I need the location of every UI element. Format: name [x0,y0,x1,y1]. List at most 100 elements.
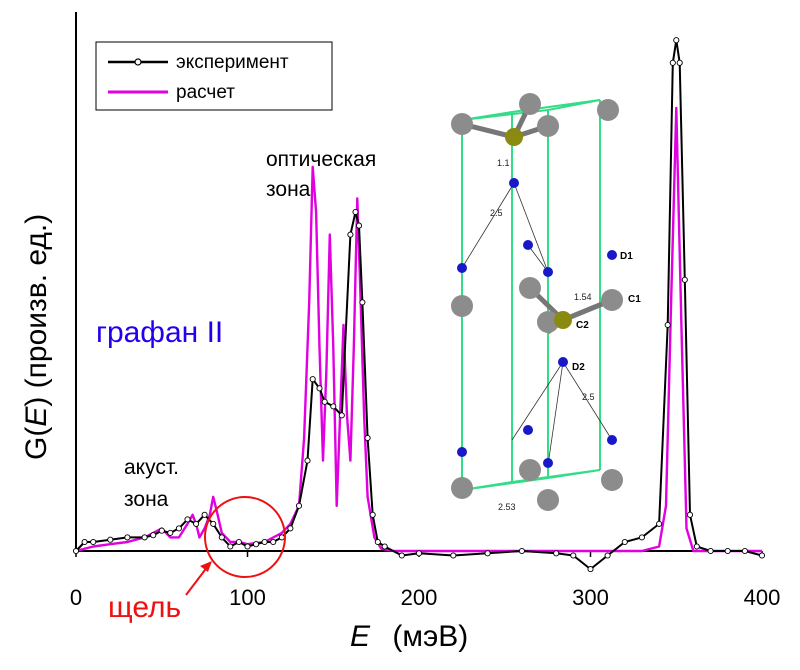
data-point-experiment [707,547,714,555]
data-point-experiment [90,538,97,546]
data-point-experiment [686,511,694,518]
annotation-acoustic-zone-line2: зона [124,488,169,511]
data-point-experiment [664,321,671,329]
data-point-experiment [150,532,157,539]
annotation-gap: щель [108,591,181,624]
crystal-structure-inset: D1 C1 C2 D2 1.1 2.5 1.54 2.5 2.53 [451,93,641,512]
data-point-experiment [81,538,88,546]
data-point-experiment [309,376,316,383]
data-point-experiment [124,534,131,541]
annotation-graphane: графан II [96,316,223,349]
data-point-experiment [681,276,688,283]
data-point-experiment [193,520,200,527]
data-point-experiment [244,543,251,550]
data-point-experiment [484,550,491,557]
data-point-experiment [374,538,381,546]
x-axis-label-unit: (мэВ) [392,620,468,653]
data-point-experiment [295,502,303,509]
distance-label-3: 1.54 [574,292,592,302]
bond-lines [461,182,613,466]
data-point-experiment [673,37,680,44]
legend-marker-experiment [134,58,142,66]
x-tick-label: 100 [229,585,266,610]
gap-arrow [185,565,209,596]
atom-label-c2: C2 [576,320,589,331]
data-point-experiment [270,538,277,546]
distance-label-1: 1.1 [497,158,510,168]
data-point-experiment [253,541,260,548]
data-point-experiment [218,534,225,541]
distance-label-4: 2.5 [582,392,595,402]
data-point-experiment [330,403,337,410]
atom-label-d2: D2 [572,362,585,373]
data-point-experiment [210,520,217,527]
deuterium-atoms [457,178,617,468]
y-axis-label-suffix: ) (произв. ед.) [20,214,53,407]
data-point-experiment [450,552,457,559]
series-layer [72,37,766,573]
data-point-experiment [518,547,525,555]
series-line-experiment [75,39,763,571]
legend-box [95,41,333,111]
data-point-experiment [587,566,594,573]
data-point-experiment [758,552,766,559]
data-point-experiment [227,543,234,550]
y-axis-label-prefix: G( [20,427,53,460]
data-point-experiment [72,547,80,555]
data-point-experiment [235,538,242,546]
x-tick-label: 200 [401,585,438,610]
data-point-experiment [201,511,208,518]
data-point-experiment [724,547,731,555]
data-point-experiment [381,543,388,550]
data-point-experiment [316,385,323,392]
data-point-experiment [693,543,700,550]
distance-label-2: 2.5 [490,208,503,218]
data-point-experiment [278,534,285,541]
data-point-experiment [676,59,683,66]
carbon-atoms [451,93,623,511]
data-point-experiment [107,536,114,543]
data-point-experiment [621,538,628,546]
x-tick-label: 300 [572,585,609,610]
distance-label-5: 2.53 [498,502,516,512]
data-point-experiment [355,222,363,229]
data-point-experiment [184,516,191,523]
data-point-experiment [141,534,148,541]
data-point-experiment [369,511,376,518]
annotation-optical-zone-line1: оптическая [266,148,376,171]
data-point-experiment [415,550,423,557]
gap-arrowhead [200,561,212,572]
legend-label-experiment: эксперимент [176,52,289,73]
data-point-experiment [304,457,311,464]
x-ticks: 0 100 200 300 400 [70,551,780,610]
data-point-experiment [364,434,371,442]
legend: эксперимент расчет [95,41,333,111]
x-tick-label: 400 [744,585,781,610]
data-point-experiment [338,412,345,419]
legend-label-calc: расчет [176,82,235,103]
data-point-experiment [158,527,165,534]
data-point-experiment [570,552,577,559]
x-tick-label: 0 [70,585,82,610]
data-point-experiment [359,299,366,306]
x-axis-label-symbol: E [350,620,371,653]
data-point-experiment [604,552,611,559]
data-point-experiment [347,231,354,238]
data-point-experiment [287,525,294,532]
atom-label-d1: D1 [620,251,633,262]
data-point-experiment [398,552,405,559]
y-axis-label: G(E) (произв. ед.) [20,214,53,460]
y-axis-label-symbol: E [20,406,53,427]
data-point-experiment [175,525,182,532]
data-point-experiment [352,208,359,216]
series-line-calculation [75,106,762,553]
substituted-atoms [505,128,572,329]
atom-label-c1: C1 [628,294,641,305]
x-axis-label: E (мэВ) [350,620,468,653]
gap-highlight-circle [204,496,286,578]
data-point-experiment [669,59,676,66]
data-point-experiment [167,529,174,536]
data-point-experiment [656,520,663,527]
annotation-acoustic-zone-line1: акуст. [124,456,179,479]
